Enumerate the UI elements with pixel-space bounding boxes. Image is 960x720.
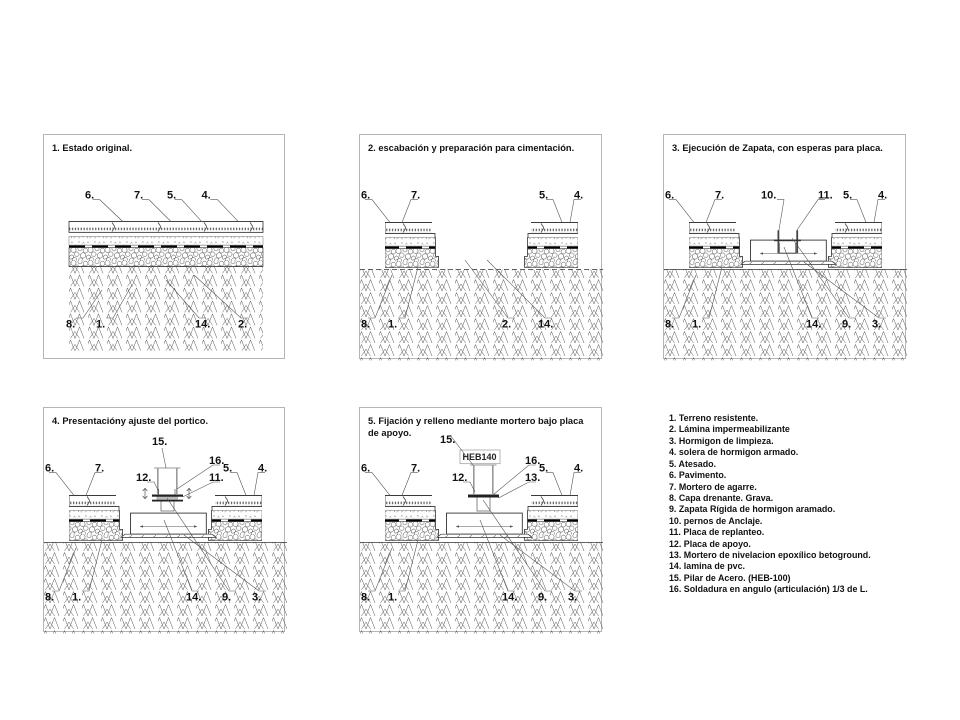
svg-text:5.: 5. bbox=[539, 190, 548, 202]
svg-text:1.: 1. bbox=[388, 319, 397, 331]
svg-text:16.: 16. bbox=[525, 455, 540, 467]
svg-text:4.: 4. bbox=[202, 190, 211, 202]
svg-text:1.: 1. bbox=[72, 592, 81, 604]
svg-text:15.: 15. bbox=[152, 436, 167, 448]
svg-text:16.: 16. bbox=[209, 455, 224, 467]
svg-text:HEB140: HEB140 bbox=[463, 452, 497, 462]
svg-text:14.: 14. bbox=[195, 319, 210, 331]
svg-text:7.: 7. bbox=[411, 190, 420, 202]
svg-text:6.: 6. bbox=[361, 463, 370, 475]
svg-text:3.: 3. bbox=[872, 319, 881, 331]
svg-text:2.: 2. bbox=[502, 319, 511, 331]
svg-text:5.: 5. bbox=[223, 463, 232, 475]
svg-text:5.: 5. bbox=[167, 190, 176, 202]
svg-text:5.: 5. bbox=[843, 190, 852, 202]
svg-text:8.: 8. bbox=[665, 319, 674, 331]
svg-text:3.: 3. bbox=[568, 592, 577, 604]
svg-text:14.: 14. bbox=[806, 319, 821, 331]
svg-text:15.: 15. bbox=[440, 434, 455, 446]
svg-text:4.: 4. bbox=[574, 190, 583, 202]
svg-text:11.: 11. bbox=[818, 190, 833, 202]
svg-text:7.: 7. bbox=[134, 190, 143, 202]
svg-text:12.: 12. bbox=[136, 472, 151, 484]
svg-text:1.: 1. bbox=[96, 319, 105, 331]
svg-text:14.: 14. bbox=[502, 592, 517, 604]
svg-text:7.: 7. bbox=[411, 463, 420, 475]
svg-text:14.: 14. bbox=[186, 592, 201, 604]
svg-text:2.: 2. bbox=[238, 319, 247, 331]
svg-text:5.: 5. bbox=[539, 463, 548, 475]
svg-text:1.: 1. bbox=[388, 592, 397, 604]
svg-text:12.: 12. bbox=[452, 472, 467, 484]
svg-text:8.: 8. bbox=[361, 592, 370, 604]
svg-text:6.: 6. bbox=[85, 190, 94, 202]
svg-text:7.: 7. bbox=[715, 190, 724, 202]
svg-text:6.: 6. bbox=[45, 463, 54, 475]
svg-text:10.: 10. bbox=[761, 190, 776, 202]
svg-text:4.: 4. bbox=[574, 463, 583, 475]
svg-text:1.: 1. bbox=[692, 319, 701, 331]
svg-text:9.: 9. bbox=[538, 592, 547, 604]
svg-text:6.: 6. bbox=[361, 190, 370, 202]
svg-text:8.: 8. bbox=[45, 592, 54, 604]
svg-text:4.: 4. bbox=[258, 463, 267, 475]
svg-text:7.: 7. bbox=[95, 463, 104, 475]
svg-text:3.: 3. bbox=[252, 592, 261, 604]
svg-text:13.: 13. bbox=[525, 472, 540, 484]
svg-text:14.: 14. bbox=[538, 319, 553, 331]
svg-text:8.: 8. bbox=[361, 319, 370, 331]
svg-text:11.: 11. bbox=[209, 472, 224, 484]
svg-text:9.: 9. bbox=[842, 319, 851, 331]
svg-text:9.: 9. bbox=[222, 592, 231, 604]
svg-text:8.: 8. bbox=[66, 319, 75, 331]
svg-text:4.: 4. bbox=[878, 190, 887, 202]
svg-text:6.: 6. bbox=[665, 190, 674, 202]
